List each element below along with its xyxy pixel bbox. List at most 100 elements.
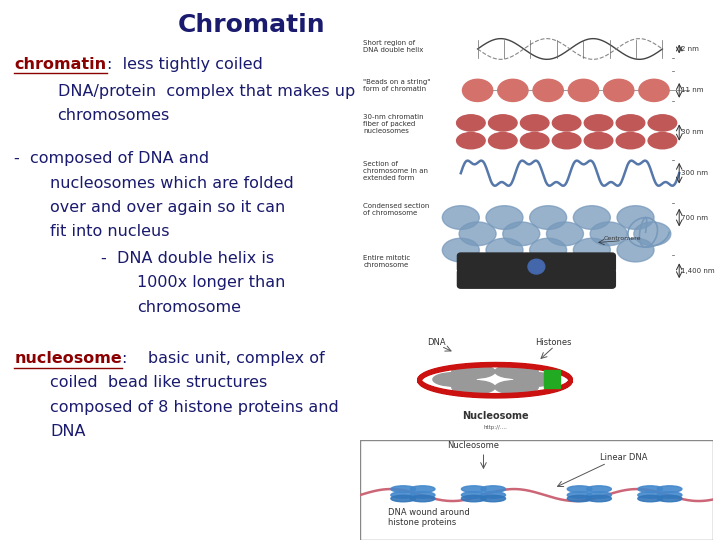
Ellipse shape	[410, 486, 435, 492]
Ellipse shape	[410, 492, 435, 498]
Ellipse shape	[573, 206, 611, 230]
Ellipse shape	[567, 495, 592, 502]
Ellipse shape	[530, 206, 567, 230]
Ellipse shape	[462, 486, 486, 492]
Ellipse shape	[638, 495, 662, 502]
Ellipse shape	[530, 238, 567, 262]
FancyBboxPatch shape	[457, 253, 616, 272]
Ellipse shape	[456, 115, 485, 131]
Ellipse shape	[634, 222, 671, 246]
Ellipse shape	[567, 492, 592, 498]
Text: "Beads on a string"
form of chromatin: "Beads on a string" form of chromatin	[364, 78, 431, 92]
Ellipse shape	[503, 222, 540, 246]
Bar	[360, 440, 713, 540]
Ellipse shape	[391, 486, 415, 492]
Text: :    basic unit, complex of: : basic unit, complex of	[122, 351, 325, 366]
Ellipse shape	[481, 492, 505, 498]
Ellipse shape	[462, 492, 486, 498]
Ellipse shape	[481, 486, 505, 492]
Text: 1,400 nm: 1,400 nm	[681, 268, 714, 274]
Ellipse shape	[573, 238, 611, 262]
Text: -  composed of DNA and: - composed of DNA and	[14, 151, 210, 166]
Ellipse shape	[521, 132, 549, 149]
Text: nucleosomes which are folded: nucleosomes which are folded	[50, 176, 294, 191]
Ellipse shape	[587, 486, 611, 492]
Text: chromosomes: chromosomes	[58, 108, 170, 123]
Ellipse shape	[552, 132, 581, 149]
Ellipse shape	[552, 115, 581, 131]
Ellipse shape	[568, 79, 598, 102]
Text: :  less tightly coiled: : less tightly coiled	[107, 57, 262, 72]
Ellipse shape	[495, 381, 539, 394]
Ellipse shape	[617, 206, 654, 230]
Text: Short region of
DNA double helix: Short region of DNA double helix	[364, 40, 424, 53]
Text: Entire mitotic
chromosome: Entire mitotic chromosome	[364, 254, 410, 267]
Text: DNA: DNA	[50, 424, 86, 439]
Text: Nucleosome: Nucleosome	[447, 441, 499, 450]
Ellipse shape	[495, 364, 539, 379]
Text: composed of 8 histone proteins and: composed of 8 histone proteins and	[50, 400, 339, 415]
Ellipse shape	[585, 115, 613, 131]
Ellipse shape	[486, 238, 523, 262]
Text: -  DNA double helix is: - DNA double helix is	[101, 251, 274, 266]
Text: DNA wound around
histone proteins: DNA wound around histone proteins	[388, 508, 470, 527]
Bar	[544, 370, 560, 388]
Text: Section of
chromosome in an
extended form: Section of chromosome in an extended for…	[364, 161, 428, 181]
Ellipse shape	[617, 238, 654, 262]
Ellipse shape	[585, 132, 613, 149]
Ellipse shape	[616, 132, 645, 149]
Text: DNA/protein  complex that makes up: DNA/protein complex that makes up	[58, 84, 355, 99]
Ellipse shape	[638, 492, 662, 498]
Ellipse shape	[442, 238, 480, 262]
Ellipse shape	[587, 495, 611, 502]
Ellipse shape	[521, 115, 549, 131]
Ellipse shape	[533, 79, 563, 102]
Text: 700 nm: 700 nm	[681, 214, 708, 220]
Ellipse shape	[616, 115, 645, 131]
Ellipse shape	[657, 495, 682, 502]
Text: Centromere: Centromere	[603, 236, 641, 241]
Ellipse shape	[462, 79, 492, 102]
FancyBboxPatch shape	[457, 269, 616, 288]
Text: Histones: Histones	[536, 338, 572, 347]
Text: chromosome: chromosome	[137, 300, 240, 315]
Text: DNA: DNA	[428, 338, 446, 347]
Text: http://....: http://....	[483, 426, 507, 430]
Ellipse shape	[456, 132, 485, 149]
Ellipse shape	[546, 222, 583, 246]
Text: 30-nm chromatin
fiber of packed
nucleosomes: 30-nm chromatin fiber of packed nucleoso…	[364, 114, 424, 134]
Ellipse shape	[488, 115, 517, 131]
Ellipse shape	[590, 222, 627, 246]
Ellipse shape	[657, 492, 682, 498]
Text: nucleosome: nucleosome	[14, 351, 122, 366]
Ellipse shape	[452, 364, 495, 379]
Text: over and over again so it can: over and over again so it can	[50, 200, 286, 215]
Ellipse shape	[391, 492, 415, 498]
Text: 1000x longer than: 1000x longer than	[137, 275, 285, 291]
Text: Linear DNA: Linear DNA	[600, 453, 647, 462]
Ellipse shape	[442, 206, 480, 230]
Ellipse shape	[514, 373, 557, 386]
Ellipse shape	[488, 132, 517, 149]
Text: 11 nm: 11 nm	[681, 87, 703, 93]
Text: chromatin: chromatin	[14, 57, 107, 72]
Ellipse shape	[657, 486, 682, 492]
Ellipse shape	[648, 132, 677, 149]
Ellipse shape	[391, 495, 415, 502]
Ellipse shape	[462, 495, 486, 502]
Text: 300 nm: 300 nm	[681, 170, 708, 176]
Ellipse shape	[433, 373, 476, 386]
Ellipse shape	[410, 495, 435, 502]
Text: Condensed section
of chromosome: Condensed section of chromosome	[364, 202, 430, 216]
Text: fit into nucleus: fit into nucleus	[50, 224, 170, 239]
Text: Nucleosome: Nucleosome	[462, 411, 528, 421]
Ellipse shape	[486, 206, 523, 230]
Ellipse shape	[587, 492, 611, 498]
Ellipse shape	[648, 115, 677, 131]
Ellipse shape	[481, 495, 505, 502]
Ellipse shape	[452, 381, 495, 394]
Text: Chromatin: Chromatin	[178, 14, 326, 37]
Ellipse shape	[498, 79, 528, 102]
Ellipse shape	[567, 486, 592, 492]
Text: 2 nm: 2 nm	[681, 46, 698, 52]
